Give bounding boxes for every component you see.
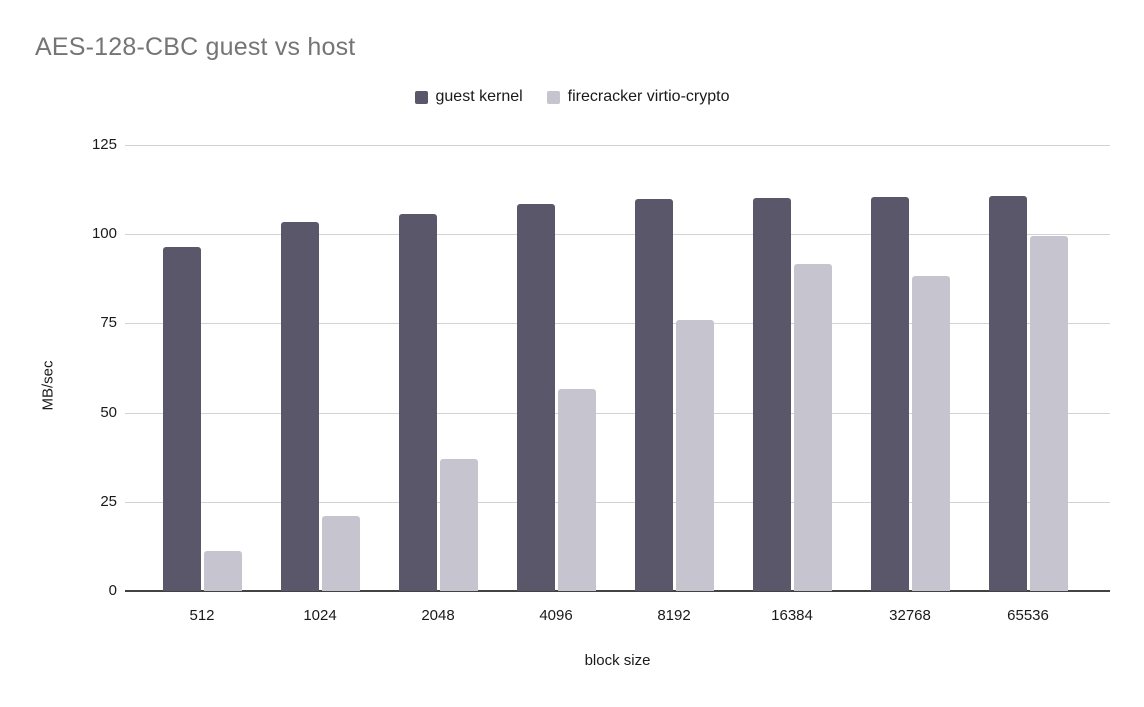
bar-guest-kernel-2048 [398, 213, 437, 591]
x-tick-label-4096: 4096 [539, 607, 573, 624]
gridline-125 [125, 145, 1110, 146]
bar-firecracker-virtio-crypto-2048 [439, 458, 478, 591]
y-tick-label-0: 0 [108, 582, 117, 599]
legend-label-guest-kernel: guest kernel [435, 88, 523, 105]
bar-guest-kernel-8192 [634, 198, 673, 591]
gridline-50 [125, 412, 1110, 414]
y-tick-label-25: 25 [100, 492, 117, 510]
x-tick-label-2048: 2048 [421, 607, 455, 624]
bar-guest-kernel-65536 [988, 196, 1027, 591]
bar-firecracker-virtio-crypto-65536 [1029, 235, 1068, 591]
y-axis-title: MB/sec [39, 360, 57, 411]
x-tick-label-16384: 16384 [771, 607, 813, 624]
bar-guest-kernel-32768 [870, 197, 909, 591]
x-tick-label-65536: 65536 [1007, 607, 1049, 624]
gridline-75 [125, 323, 1110, 325]
x-axis-line [125, 590, 1110, 592]
legend: guest kernel firecracker virtio-crypto [0, 88, 1144, 106]
gridline-100 [125, 234, 1110, 236]
x-axis-title: block size [584, 652, 651, 669]
bar-guest-kernel-16384 [752, 197, 791, 591]
bar-firecracker-virtio-crypto-16384 [793, 263, 832, 591]
y-tick-label-100: 100 [91, 225, 117, 243]
x-tick-label-512: 512 [189, 607, 215, 624]
x-tick-label-1024: 1024 [303, 607, 337, 624]
chart-title: AES-128-CBC guest vs host [35, 33, 356, 61]
y-tick-label-125: 125 [91, 136, 117, 153]
y-tick-label-75: 75 [100, 314, 117, 332]
bar-firecracker-virtio-crypto-32768 [911, 275, 950, 591]
legend-swatch-guest-kernel [414, 90, 428, 104]
legend-item-guest-kernel: guest kernel [414, 88, 523, 106]
bar-guest-kernel-1024 [280, 222, 319, 591]
bar-guest-kernel-4096 [516, 203, 555, 591]
bar-firecracker-virtio-crypto-8192 [675, 319, 714, 591]
legend-swatch-firecracker-virtio-crypto [546, 90, 560, 104]
legend-label-firecracker-virtio-crypto: firecracker virtio-crypto [567, 88, 730, 105]
gridline-25 [125, 501, 1110, 503]
x-tick-label-32768: 32768 [889, 607, 931, 624]
bar-firecracker-virtio-crypto-1024 [321, 515, 360, 591]
legend-item-firecracker-virtio-crypto: firecracker virtio-crypto [546, 88, 730, 106]
bar-firecracker-virtio-crypto-512 [203, 550, 242, 591]
y-tick-label-50: 50 [100, 403, 117, 421]
bar-guest-kernel-512 [162, 247, 201, 591]
x-tick-label-8192: 8192 [657, 607, 691, 624]
bar-firecracker-virtio-crypto-4096 [557, 389, 596, 591]
